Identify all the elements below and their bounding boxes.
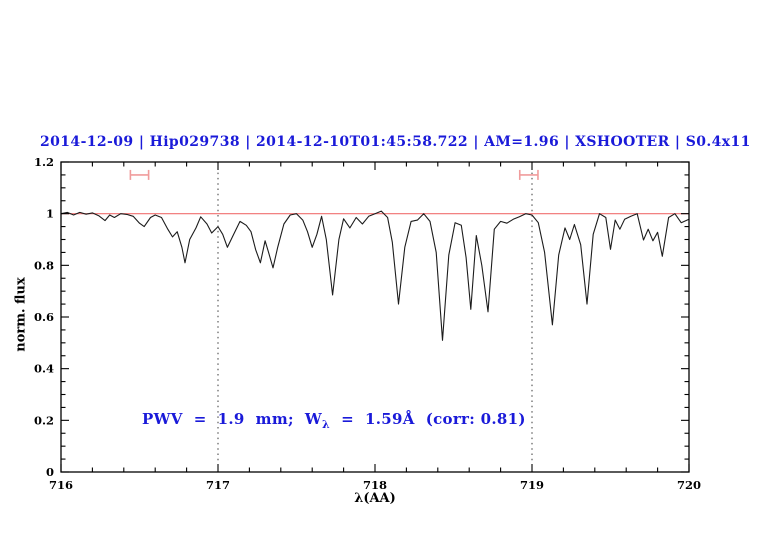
y-tick-label: 0 <box>46 465 54 479</box>
pwv-annotation-post: = 1.59Å (corr: 0.81) <box>330 410 526 428</box>
pwv-annotation-pre: PWV = 1.9 mm; W <box>142 410 323 428</box>
x-tick-label: 716 <box>49 478 73 492</box>
x-axis-label: λ(AA) <box>354 491 396 506</box>
spectrum-line <box>60 210 690 341</box>
x-tick-label: 718 <box>363 478 387 492</box>
pwv-annotation-subscript: λ <box>322 418 331 431</box>
y-tick-label: 1.2 <box>34 155 54 169</box>
x-tick-label: 720 <box>677 478 701 492</box>
plot-title: 2014-12-09 | Hip029738 | 2014-12-10T01:4… <box>40 134 751 150</box>
y-axis-label: norm. flux <box>13 277 29 352</box>
y-tick-label: 0.4 <box>34 362 54 376</box>
y-tick-label: 0.6 <box>34 310 54 324</box>
pwv-annotation: PWV = 1.9 mm; Wλ = 1.59Å (corr: 0.81) <box>142 410 526 431</box>
y-tick-label: 0.2 <box>34 413 54 427</box>
y-tick-label: 0.8 <box>34 258 54 272</box>
y-tick-label: 1 <box>46 207 54 221</box>
x-tick-label: 719 <box>520 478 544 492</box>
x-tick-label: 717 <box>206 478 230 492</box>
